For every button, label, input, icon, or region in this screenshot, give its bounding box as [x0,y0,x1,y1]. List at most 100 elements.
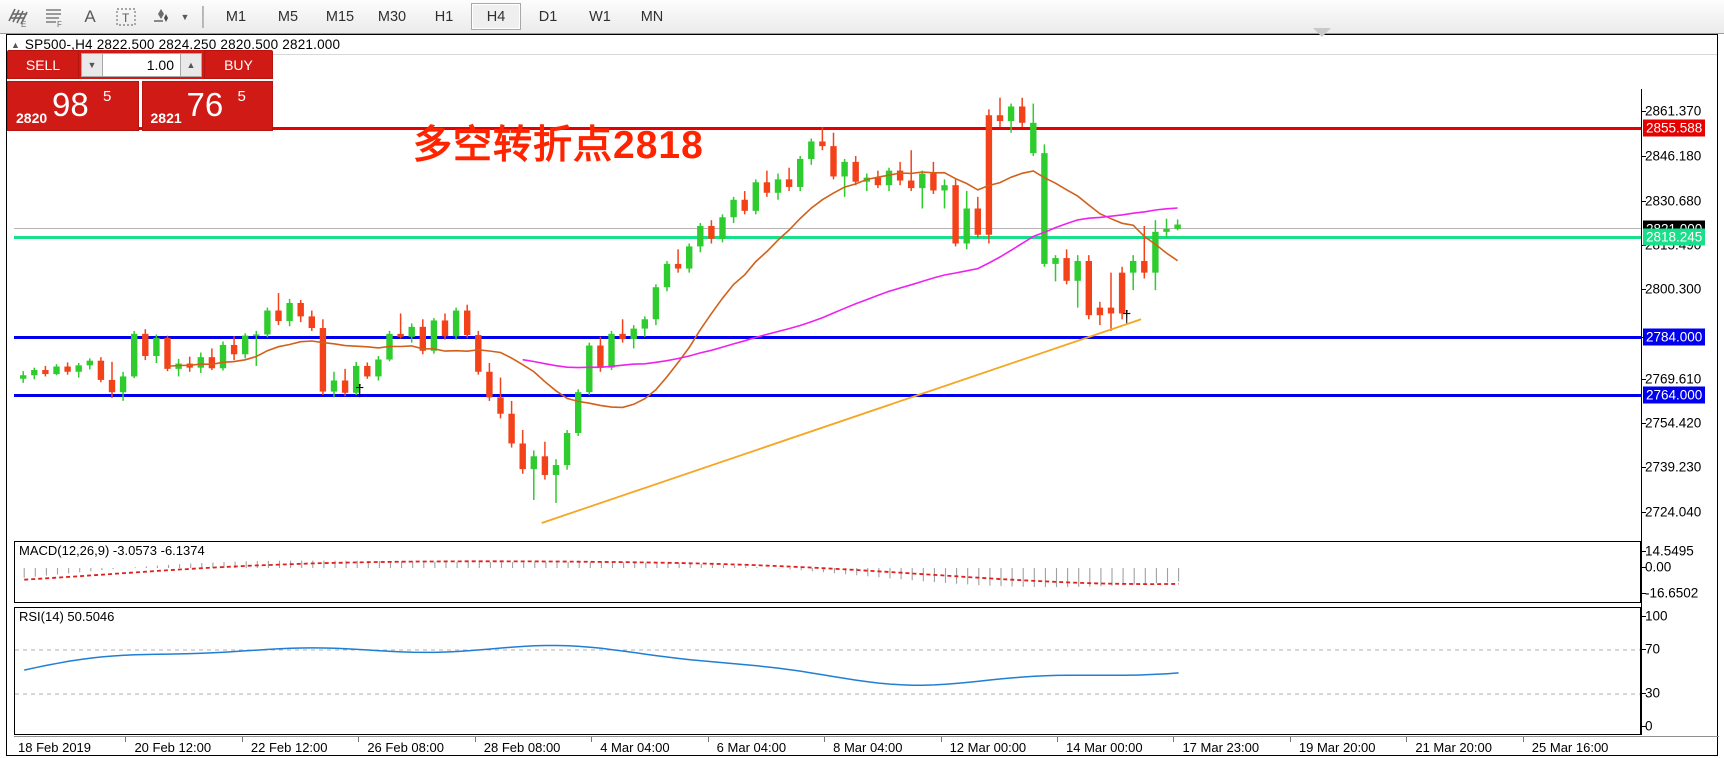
time-tick-label: 21 Mar 20:00 [1415,740,1492,755]
expand-triangle-icon[interactable]: ▲ [11,39,20,50]
chevron-down-icon: ▼ [180,11,190,22]
timeframe-h1[interactable]: H1 [434,8,454,25]
buy-price-box[interactable]: 2821 76 5 [141,81,273,131]
macd-scale-label: 14.5495 [1645,543,1694,559]
timeframe-m30[interactable]: M30 [377,8,407,25]
price-tick [1642,467,1646,469]
crosshair-cursor: † [355,381,365,400]
macd-pane: MACD(12,26,9) -3.0573 -6.1374 [14,541,1641,603]
toolbar: E F A T [0,0,1724,34]
buy-price-big: 76 [186,86,224,123]
volume-increase-button[interactable]: ▲ [180,52,202,77]
candlestick-series [20,97,1181,524]
price-tick [1642,200,1646,202]
price-tick [1642,289,1646,291]
window-collapse-caret-icon[interactable] [1313,28,1331,37]
price-plot: † † MACD(12,26,9) -3.0573 -6.1374 RSI(14) 5… [14,89,1641,735]
price-tick-label: 2754.420 [1645,415,1702,431]
sell-price-box[interactable]: 2820 98 5 [7,81,139,131]
objects-icon[interactable] [144,2,180,32]
price-level-line[interactable] [14,394,1641,398]
price-tick [1642,111,1646,113]
time-tick [1057,737,1059,742]
svg-text:T: T [122,11,130,25]
rsi-scale-label: 30 [1645,685,1661,701]
macd-scale-label: -16.6502 [1645,585,1699,601]
timeframe-mn[interactable]: MN [640,8,664,25]
chart-canvas[interactable]: ▲ SP500-,H4 2822.500 2824.250 2820.500 2… [6,34,1719,757]
trendline [541,318,1142,524]
time-tick-label: 14 Mar 00:00 [1066,740,1143,755]
text-a-icon[interactable]: A [84,6,96,26]
price-tick-label: 2861.370 [1645,103,1702,119]
volume-decrease-button[interactable]: ▼ [81,52,103,77]
time-tick [474,737,476,742]
sell-price-prefix: 2820 [16,110,48,126]
time-axis: 18 Feb 2019 20 Feb 12:00 22 Feb 12:00 26 Fe… [14,736,1719,757]
text-label-t-icon[interactable]: T [108,2,144,32]
volume-stepper[interactable]: ▼ 1.00 ▲ [79,50,204,79]
price-tick-label: 2830.680 [1645,193,1702,209]
timeframe-d1[interactable]: D1 [538,8,558,25]
crosshair-cursor: † [1122,307,1132,326]
buy-price-prefix: 2821 [150,110,182,126]
time-tick-label: 26 Feb 08:00 [367,740,444,755]
buy-price-pip: 5 [237,88,246,105]
rsi-label: RSI(14) 50.5046 [19,609,115,624]
time-tick-label: 22 Feb 12:00 [250,740,328,755]
price-tick [1642,155,1646,157]
price-tick-label: 2724.040 [1645,504,1702,520]
price-level-line[interactable] [14,227,1641,229]
time-tick-label: 20 Feb 12:00 [134,740,212,755]
rsi-series [15,644,1640,695]
symbol-ohlc-text: SP500-,H4 2822.500 2824.250 2820.500 282… [24,37,341,52]
bid-line-label: 2818.245 [1643,228,1706,246]
macd-scale-label: 0.00 [1645,559,1672,575]
price-axis: 2861.3702846.1802830.6802815.4902800.300… [1641,89,1719,735]
time-tick [940,737,942,742]
time-tick-label: 25 Mar 16:00 [1531,740,1609,755]
price-tick-label: 2800.300 [1645,281,1702,297]
price-level-line[interactable] [14,127,1641,131]
buy-button[interactable]: BUY [204,50,273,79]
price-level-line[interactable] [14,335,1641,339]
time-tick-label: 8 Mar 04:00 [833,740,903,755]
time-tick [1406,737,1408,742]
price-tick [1642,244,1646,246]
time-tick [358,737,360,742]
chart-annotation-text: 多空转折点2818 [413,124,704,167]
timeframe-m5[interactable]: M5 [277,8,299,25]
time-tick [125,737,127,742]
timeframe-w1[interactable]: W1 [589,8,611,25]
rsi-scale-label: 70 [1645,641,1661,657]
rsi-scale-label: 0 [1645,718,1653,734]
time-tick [824,737,826,742]
bar-chart-e-icon[interactable]: E [0,2,36,32]
dotted-grid-f-icon[interactable]: F [36,2,72,32]
time-tick-label: 12 Mar 00:00 [949,740,1027,755]
resistance-line-label: 2855.588 [1643,119,1706,137]
sell-price-pip: 5 [103,88,112,105]
symbol-info-bar: ▲ SP500-,H4 2822.500 2824.250 2820.500 2… [7,35,1717,55]
time-tick-label: 4 Mar 04:00 [600,740,670,755]
svg-text:E: E [21,20,26,28]
time-tick [707,737,709,742]
toolbar-separator [202,5,204,28]
price-level-line[interactable] [14,235,1641,239]
timeframe-h4[interactable]: H4 [471,3,521,30]
time-tick-label: 19 Mar 20:00 [1298,740,1376,755]
one-click-trading-panel[interactable]: SELL ▼ 1.00 ▲ BUY 2820 98 5 2821 76 5 [7,50,273,132]
price-tick [1642,511,1646,513]
volume-input[interactable]: 1.00 [103,52,180,77]
sell-button[interactable]: SELL [7,50,79,79]
price-tick [1642,378,1646,380]
svg-text:F: F [57,20,62,28]
macd-series [23,560,1180,588]
time-tick-label: 18 Feb 2019 [18,740,92,755]
time-tick [241,737,243,742]
price-tick-label: 2739.230 [1645,459,1702,475]
timeframe-m1[interactable]: M1 [225,8,247,25]
timeframe-m15[interactable]: M15 [325,8,355,25]
objects-dropdown-caret[interactable]: ▼ [180,2,196,32]
